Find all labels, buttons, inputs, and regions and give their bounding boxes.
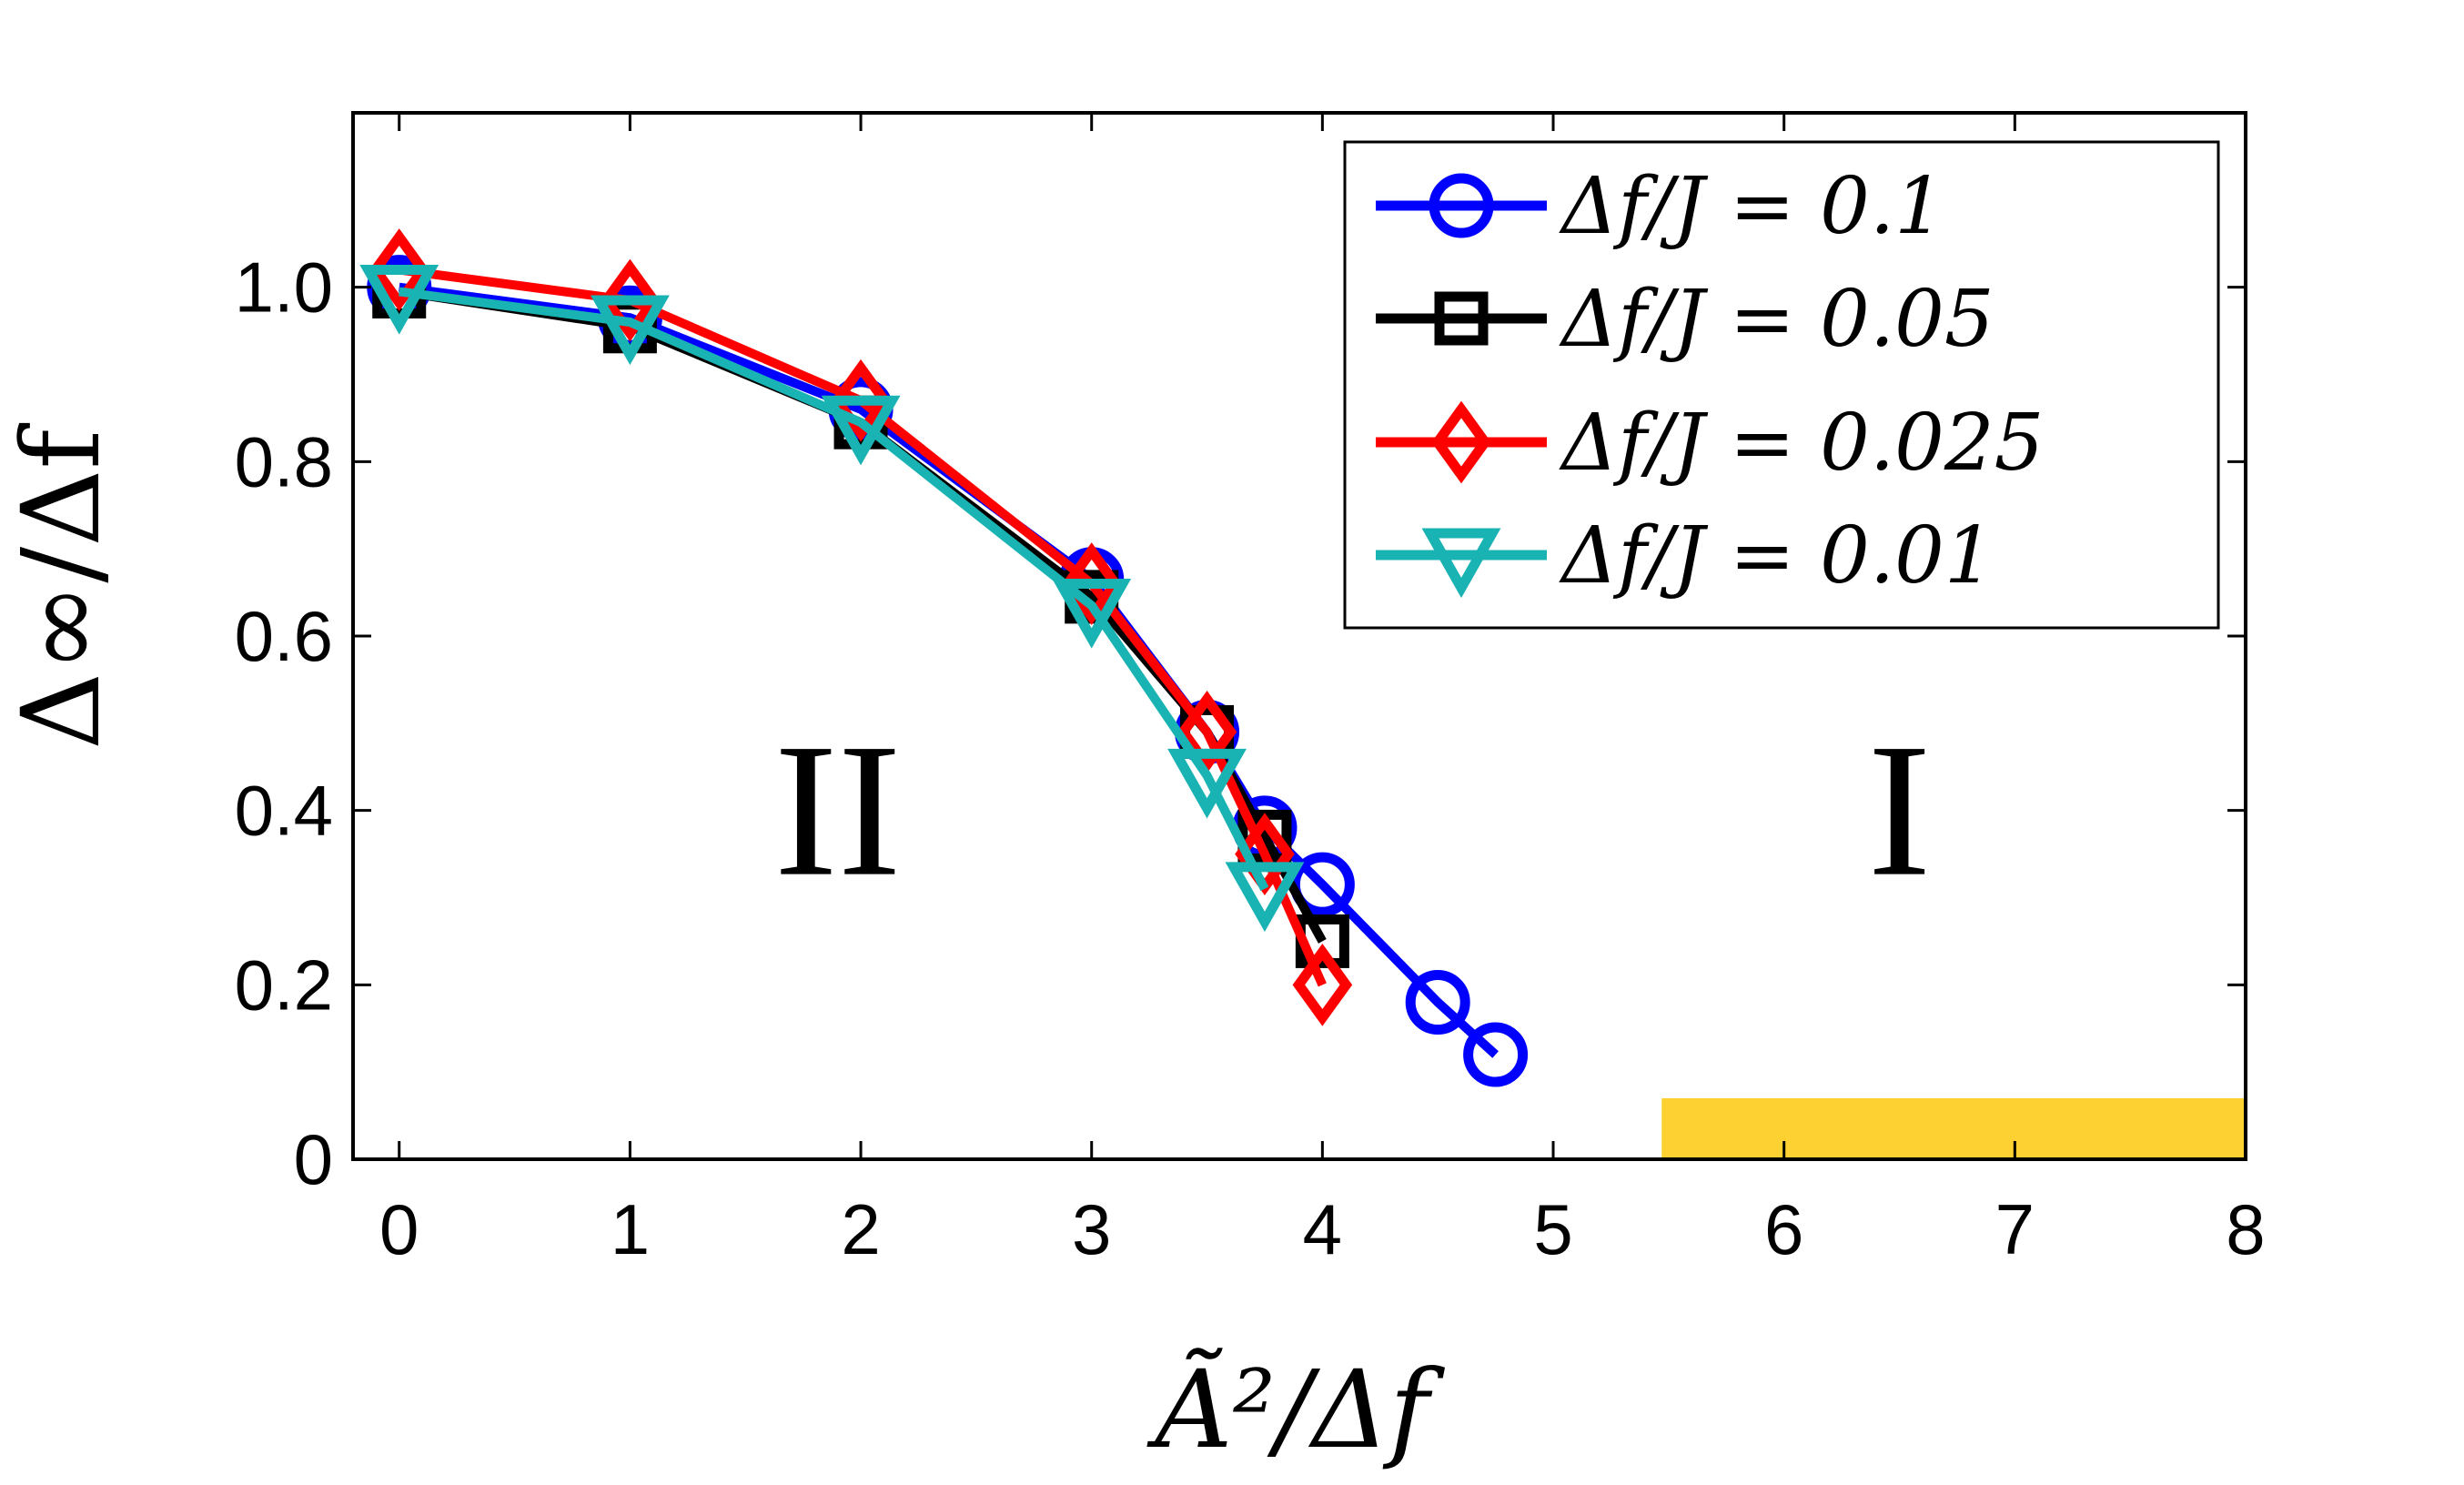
legend-item: Δf/J = 0.1 (1376, 161, 1944, 252)
legend-item: Δf/J = 0.025 (1376, 398, 2044, 489)
legend-item: Δf/J = 0.05 (1376, 274, 1994, 365)
x-tick-label: 6 (1764, 1189, 1803, 1269)
highlight-band (1661, 1097, 2246, 1159)
legend-label: Δf/J = 0.05 (1559, 274, 1994, 365)
data-point (1052, 578, 1132, 649)
x-tick-label: 2 (841, 1189, 880, 1269)
region-label: I (1868, 705, 1932, 916)
data-point (600, 258, 661, 342)
legend-box (1343, 140, 2220, 630)
data-point (821, 395, 901, 466)
x-tick-label: 8 (2226, 1189, 2265, 1269)
data-point (369, 228, 429, 311)
legend-label: Δf/J = 0.01 (1559, 510, 1994, 601)
legend-label: Δf/J = 0.025 (1559, 398, 2044, 489)
legend: Δf/J = 0.1 Δf/J = 0.05 Δf/J = 0.025 Δf/J = … (1343, 140, 2220, 630)
y-axis-label: Δ∞/Δf (0, 423, 124, 750)
y-tick-label: 0.8 (235, 421, 333, 501)
legend-marker (1434, 291, 1489, 346)
y-tick-label: 0 (294, 1119, 333, 1199)
data-point (359, 264, 439, 335)
data-point (1176, 691, 1237, 773)
x-tick-label: 3 (1072, 1189, 1111, 1269)
region-labels: II I (774, 705, 1932, 916)
highlight-band-layer (1661, 1097, 2246, 1159)
legend-item: Δf/J = 0.01 (1376, 510, 1994, 601)
x-tick-label: 4 (1303, 1189, 1342, 1269)
x-tick-label: 7 (1995, 1189, 2035, 1269)
legend-marker (1431, 400, 1491, 484)
data-point (1167, 748, 1247, 819)
series-layer (359, 228, 1529, 1087)
y-tick-label: 1.0 (235, 248, 333, 328)
series-triangle-down (359, 264, 1305, 933)
data-point (831, 359, 891, 442)
region-label: II (774, 705, 902, 916)
data-point (1405, 970, 1470, 1035)
data-point (1061, 542, 1122, 625)
legend-label: Δf/J = 0.1 (1559, 161, 1944, 252)
x-tick-label: 1 (611, 1189, 650, 1269)
y-tick-label: 0.6 (235, 596, 333, 676)
axis-ticks: 0 1 2 3 4 5 6 7 8 0 0.2 0.4 0.6 0.8 1.0 (235, 113, 2266, 1269)
y-tick-label: 0.2 (235, 945, 333, 1025)
legend-marker (1421, 528, 1501, 599)
legend-marker (1429, 173, 1494, 238)
x-axis-label: Ã²/Δf (1146, 1347, 1445, 1472)
data-point (1225, 862, 1305, 933)
x-tick-label: 5 (1533, 1189, 1572, 1269)
y-tick-label: 0.4 (235, 771, 333, 851)
data-point (590, 295, 670, 366)
x-tick-label: 0 (379, 1189, 419, 1269)
data-point (1463, 1022, 1529, 1087)
data-point (1292, 943, 1353, 1026)
